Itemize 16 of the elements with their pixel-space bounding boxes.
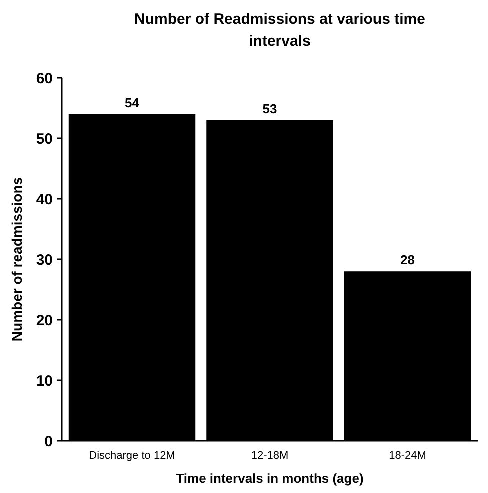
x-tick-label: 18-24M — [389, 450, 426, 462]
y-tick-label: 40 — [36, 191, 53, 208]
x-tick-label: 12-18M — [251, 450, 289, 462]
data-label: 54 — [125, 95, 140, 110]
y-tick-label: 0 — [44, 433, 53, 450]
data-label: 53 — [262, 101, 278, 116]
y-tick-label: 10 — [36, 372, 53, 390]
y-tick-label: 20 — [36, 312, 53, 330]
y-tick-label: 60 — [36, 70, 53, 88]
data-label: 28 — [400, 252, 415, 268]
y-tick-label: 30 — [36, 252, 53, 269]
chart-title: Number of Readmissions at various time intervals — [134, 11, 426, 50]
x-tick-label: Discharge to 12M — [89, 450, 176, 462]
y-tick-label: 50 — [36, 130, 53, 148]
x-axis-title: Time intervals in months (age) — [176, 471, 364, 486]
y-axis-title: Number of readmissions — [9, 177, 25, 342]
